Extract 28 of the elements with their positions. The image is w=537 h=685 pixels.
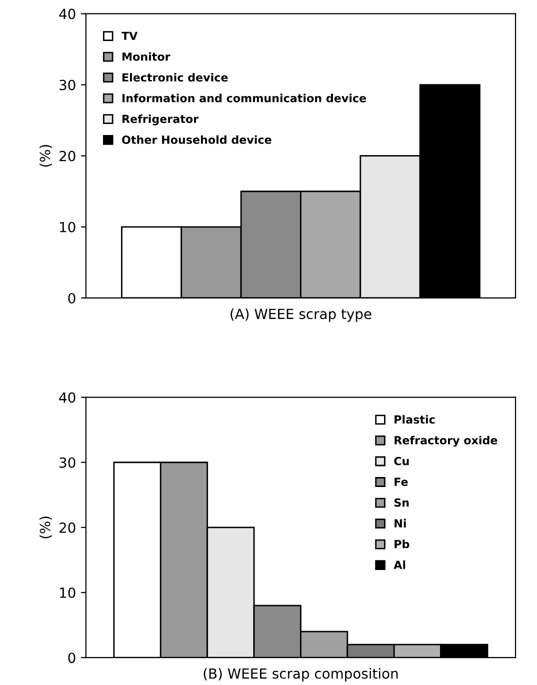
legend-label: Cu [394,456,409,466]
y-tick-label: 10 [60,222,76,232]
y-tick-label: 30 [60,80,76,90]
y-tick-label: 20 [60,150,76,162]
legend-label: TV [122,32,138,40]
legend-label: Al [394,560,406,569]
y-tick-label: 30 [60,457,76,468]
legend-label: Monitor [122,52,170,61]
legend-label: Ni [394,518,406,528]
y-tick-label: 40 [59,8,76,20]
legend-label: Refractory oxide [394,436,498,447]
y-tick-label: 10 [60,587,76,598]
legend-label: Refrigerator [122,114,199,126]
legend-label: Information and communication device [122,94,366,102]
legend-label: Plastic [394,415,435,424]
y-tick-label: 0 [68,292,76,304]
y-tick-label: 0 [68,652,76,664]
y-axis-title: (%) [40,516,52,538]
legend-label: Electronic device [122,72,228,82]
legend-label: Sn [394,498,409,507]
legend-label: Fe [394,478,408,486]
y-tick-label: 40 [59,392,76,403]
legend-label: Pb [394,540,410,548]
y-tick-label: 20 [60,522,76,533]
x-axis-title: (A) WEEE scrap type [230,308,372,322]
legend-label: Other Household device [122,135,272,144]
y-axis-title: (%) [40,145,52,167]
x-axis-title: (B) WEEE scrap composition [204,668,398,682]
